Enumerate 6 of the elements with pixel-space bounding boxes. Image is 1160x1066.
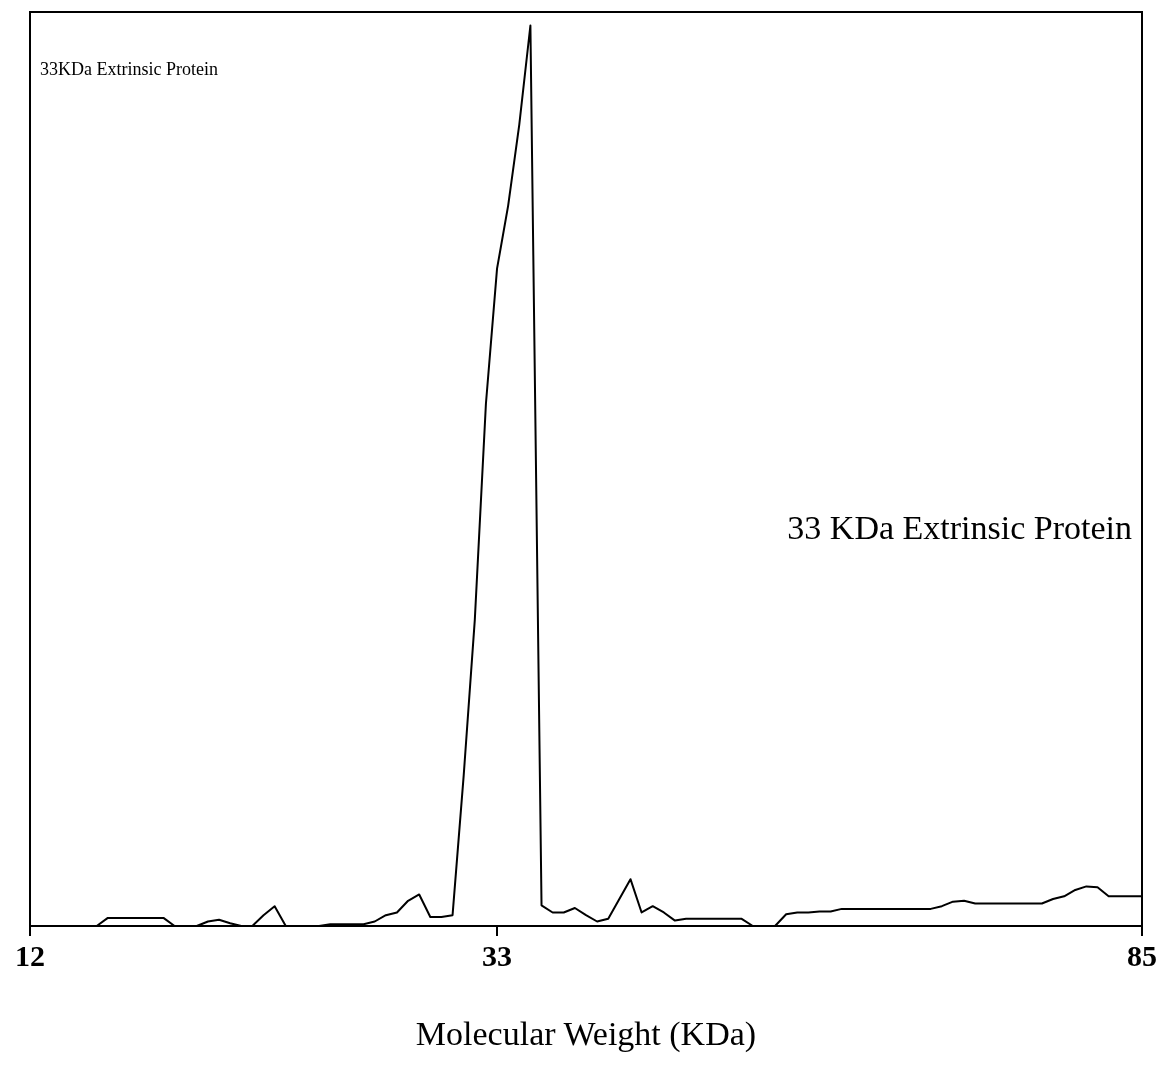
x-tick-label: 33 bbox=[482, 938, 513, 972]
annotation: 33KDa Extrinsic Protein bbox=[40, 59, 218, 79]
x-tick-label: 12 bbox=[15, 938, 45, 972]
x-tick-label: 85 bbox=[1127, 938, 1157, 972]
x-axis-title: Molecular Weight (KDa) bbox=[415, 1014, 757, 1053]
annotation: 33 KDa Extrinsic Protein bbox=[787, 508, 1133, 546]
